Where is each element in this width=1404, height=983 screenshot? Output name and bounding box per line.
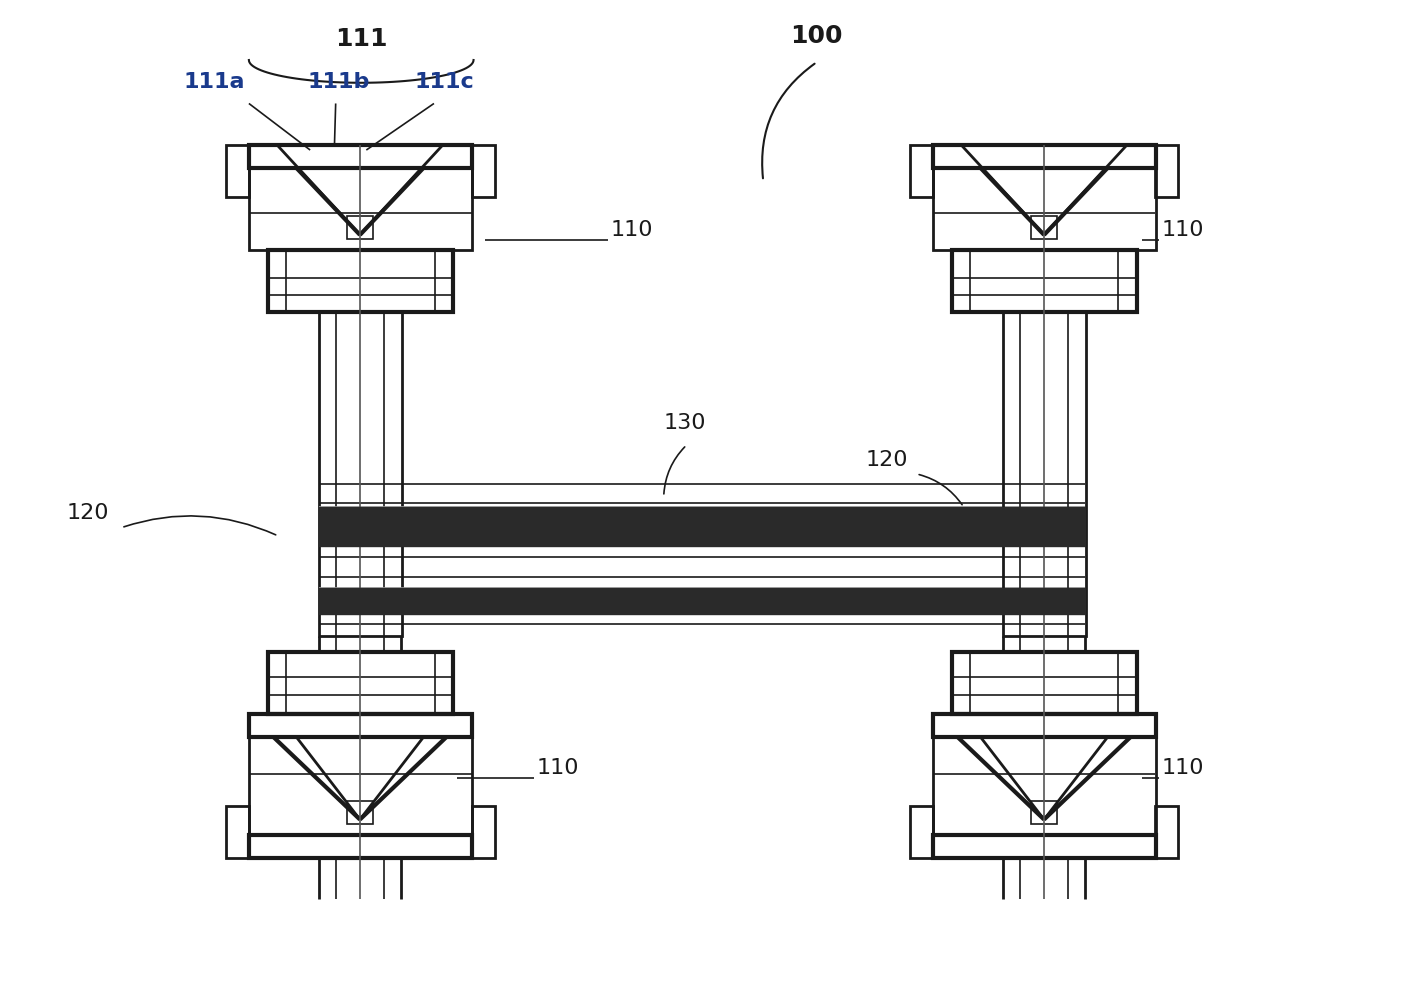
Text: 130: 130 bbox=[664, 414, 706, 434]
Bar bbox=[934, 714, 1157, 736]
Bar bbox=[319, 313, 402, 636]
Bar bbox=[268, 652, 453, 714]
Bar bbox=[249, 145, 472, 168]
Text: 110: 110 bbox=[611, 220, 653, 240]
Bar bbox=[1155, 806, 1178, 858]
Bar bbox=[934, 835, 1157, 858]
Bar bbox=[952, 652, 1137, 714]
FancyArrowPatch shape bbox=[762, 64, 814, 178]
Bar bbox=[226, 145, 249, 197]
Bar bbox=[472, 806, 496, 858]
Text: 111b: 111b bbox=[307, 72, 369, 92]
Bar bbox=[249, 714, 472, 736]
Text: 100: 100 bbox=[790, 25, 844, 48]
Bar bbox=[934, 168, 1157, 251]
Bar bbox=[1004, 313, 1087, 636]
Bar bbox=[1032, 216, 1057, 239]
Text: 110: 110 bbox=[1161, 220, 1205, 240]
Text: 120: 120 bbox=[865, 449, 908, 470]
Bar bbox=[1155, 145, 1178, 197]
Text: 111a: 111a bbox=[184, 72, 246, 92]
Bar bbox=[347, 216, 372, 239]
FancyArrowPatch shape bbox=[920, 475, 962, 504]
Text: 110: 110 bbox=[536, 758, 578, 778]
Text: 120: 120 bbox=[66, 503, 110, 523]
Bar bbox=[1032, 801, 1057, 824]
Text: 110: 110 bbox=[1161, 758, 1205, 778]
Bar bbox=[226, 806, 249, 858]
FancyArrowPatch shape bbox=[124, 516, 275, 535]
Text: 111c: 111c bbox=[414, 72, 475, 92]
Bar bbox=[472, 145, 496, 197]
Bar bbox=[910, 145, 934, 197]
Bar bbox=[268, 251, 453, 313]
Bar bbox=[910, 806, 934, 858]
Bar bbox=[249, 168, 472, 251]
FancyArrowPatch shape bbox=[664, 447, 685, 493]
Bar bbox=[249, 736, 472, 835]
Bar bbox=[952, 251, 1137, 313]
Bar bbox=[934, 145, 1157, 168]
Text: 111: 111 bbox=[336, 28, 388, 51]
Bar bbox=[347, 801, 372, 824]
Bar bbox=[249, 835, 472, 858]
Bar bbox=[934, 736, 1157, 835]
